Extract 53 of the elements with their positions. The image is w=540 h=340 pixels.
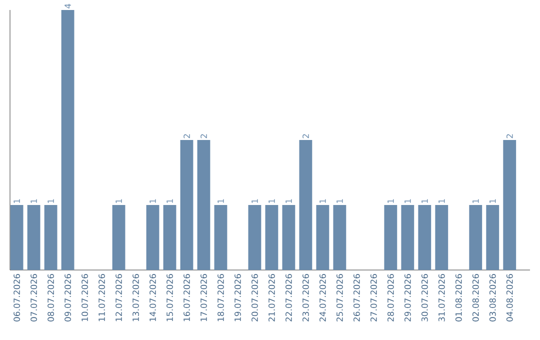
data-label: 1 (472, 199, 479, 203)
x-tick-label: 06.07.2026 (14, 274, 20, 322)
x-tick-label: 13.07.2026 (132, 274, 139, 322)
x-tick-label: 08.07.2026 (48, 274, 54, 322)
data-label: 1 (150, 199, 156, 203)
data-label: 1 (490, 199, 496, 203)
x-tick-label: 21.07.2026 (268, 274, 275, 322)
x-tick-label: 26.07.2026 (353, 274, 360, 322)
data-label: 1 (116, 199, 122, 203)
x-tick-label: 23.07.2026 (302, 274, 309, 322)
x-tick-label: 27.07.2026 (370, 274, 377, 322)
data-label: 4 (64, 4, 71, 8)
data-label: 1 (268, 199, 275, 203)
x-tick-label: 01.08.2026 (455, 274, 462, 322)
x-tick-label: 25.07.2026 (336, 274, 343, 322)
data-label: 2 (200, 134, 207, 138)
x-tick-label: 15.07.2026 (166, 274, 173, 322)
x-tick-label: 22.07.2026 (286, 274, 292, 322)
x-tick-label: 04.08.2026 (506, 274, 513, 322)
data-label: 1 (438, 199, 445, 203)
data-label: 1 (388, 199, 394, 203)
data-label: 1 (48, 199, 54, 203)
x-tick-label: 09.07.2026 (64, 274, 71, 322)
x-tick-label: 12.07.2026 (116, 274, 122, 322)
x-tick-label: 10.07.2026 (82, 274, 88, 322)
data-label: 2 (506, 134, 513, 138)
x-tick-label: 31.07.2026 (438, 274, 445, 322)
x-tick-label: 17.07.2026 (200, 274, 207, 322)
data-label: 1 (404, 199, 411, 203)
x-tick-label: 07.07.2026 (30, 274, 37, 322)
data-label: 1 (286, 199, 292, 203)
data-label: 1 (14, 199, 20, 203)
data-label: 1 (252, 199, 258, 203)
x-tick-label: 19.07.2026 (234, 274, 241, 322)
data-label: 2 (184, 134, 190, 138)
x-tick-label: 20.07.2026 (252, 274, 258, 322)
data-label: 2 (302, 134, 309, 138)
data-label: 1 (218, 199, 224, 203)
x-tick-label: 28.07.2026 (387, 274, 394, 322)
x-tick-label: 30.07.2026 (421, 274, 428, 322)
x-tick-label: 18.07.2026 (218, 274, 224, 322)
x-tick-label: 14.07.2026 (150, 274, 156, 322)
x-tick-label: 02.08.2026 (472, 274, 479, 322)
x-tick-label: 03.08.2026 (489, 274, 496, 322)
x-tick-label: 16.07.2026 (184, 274, 190, 322)
x-tick-label: 29.07.2026 (404, 274, 411, 322)
data-label: 1 (166, 199, 173, 203)
x-tick-label: 11.07.2026 (98, 274, 105, 322)
data-label: 1 (336, 199, 343, 203)
x-tick-label: 24.07.2026 (319, 274, 326, 322)
data-label: 1 (30, 199, 37, 203)
data-label: 1 (422, 199, 428, 203)
data-label: 1 (320, 199, 326, 203)
